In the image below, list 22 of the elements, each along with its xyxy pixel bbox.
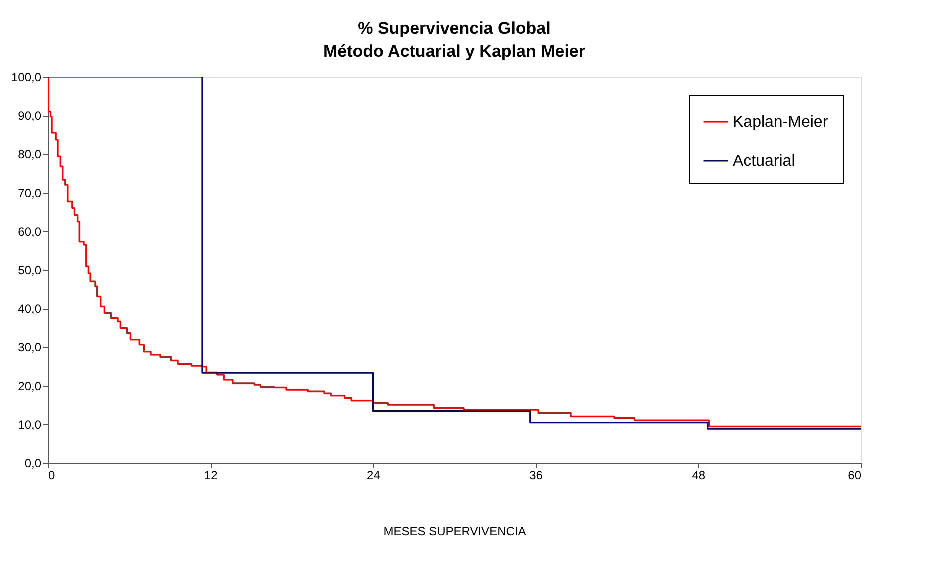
y-tick-label: 0,0 — [24, 456, 42, 470]
x-axis-title: MESES SUPERVIVENCIA — [384, 524, 526, 538]
chart-subtitle: Método Actuarial y Kaplan Meier — [324, 42, 586, 61]
x-tick-label: 60 — [848, 468, 862, 482]
y-tick-label: 40,0 — [18, 302, 42, 316]
y-tick-label: 20,0 — [18, 379, 42, 394]
y-tick-label: 90,0 — [18, 109, 42, 124]
y-tick-label: 80,0 — [18, 148, 42, 162]
y-tick-label: 100,0 — [11, 70, 42, 84]
x-tick-label: 36 — [530, 468, 544, 482]
x-tick-label: 48 — [692, 468, 706, 482]
x-tick-label: 0 — [48, 468, 56, 482]
y-tick-label: 60,0 — [18, 224, 42, 239]
y-tick-label: 10,0 — [18, 418, 42, 432]
legend-label: Kaplan-Meier — [733, 114, 829, 131]
x-tick-label: 12 — [204, 468, 218, 482]
x-tick-label: 24 — [367, 468, 381, 482]
chart-title: % Supervivencia Global — [358, 19, 551, 38]
legend-label: Actuarial — [733, 153, 796, 170]
y-tick-label: 70,0 — [18, 186, 42, 200]
y-tick-label: 50,0 — [18, 264, 42, 278]
y-tick-label: 30,0 — [18, 340, 42, 355]
